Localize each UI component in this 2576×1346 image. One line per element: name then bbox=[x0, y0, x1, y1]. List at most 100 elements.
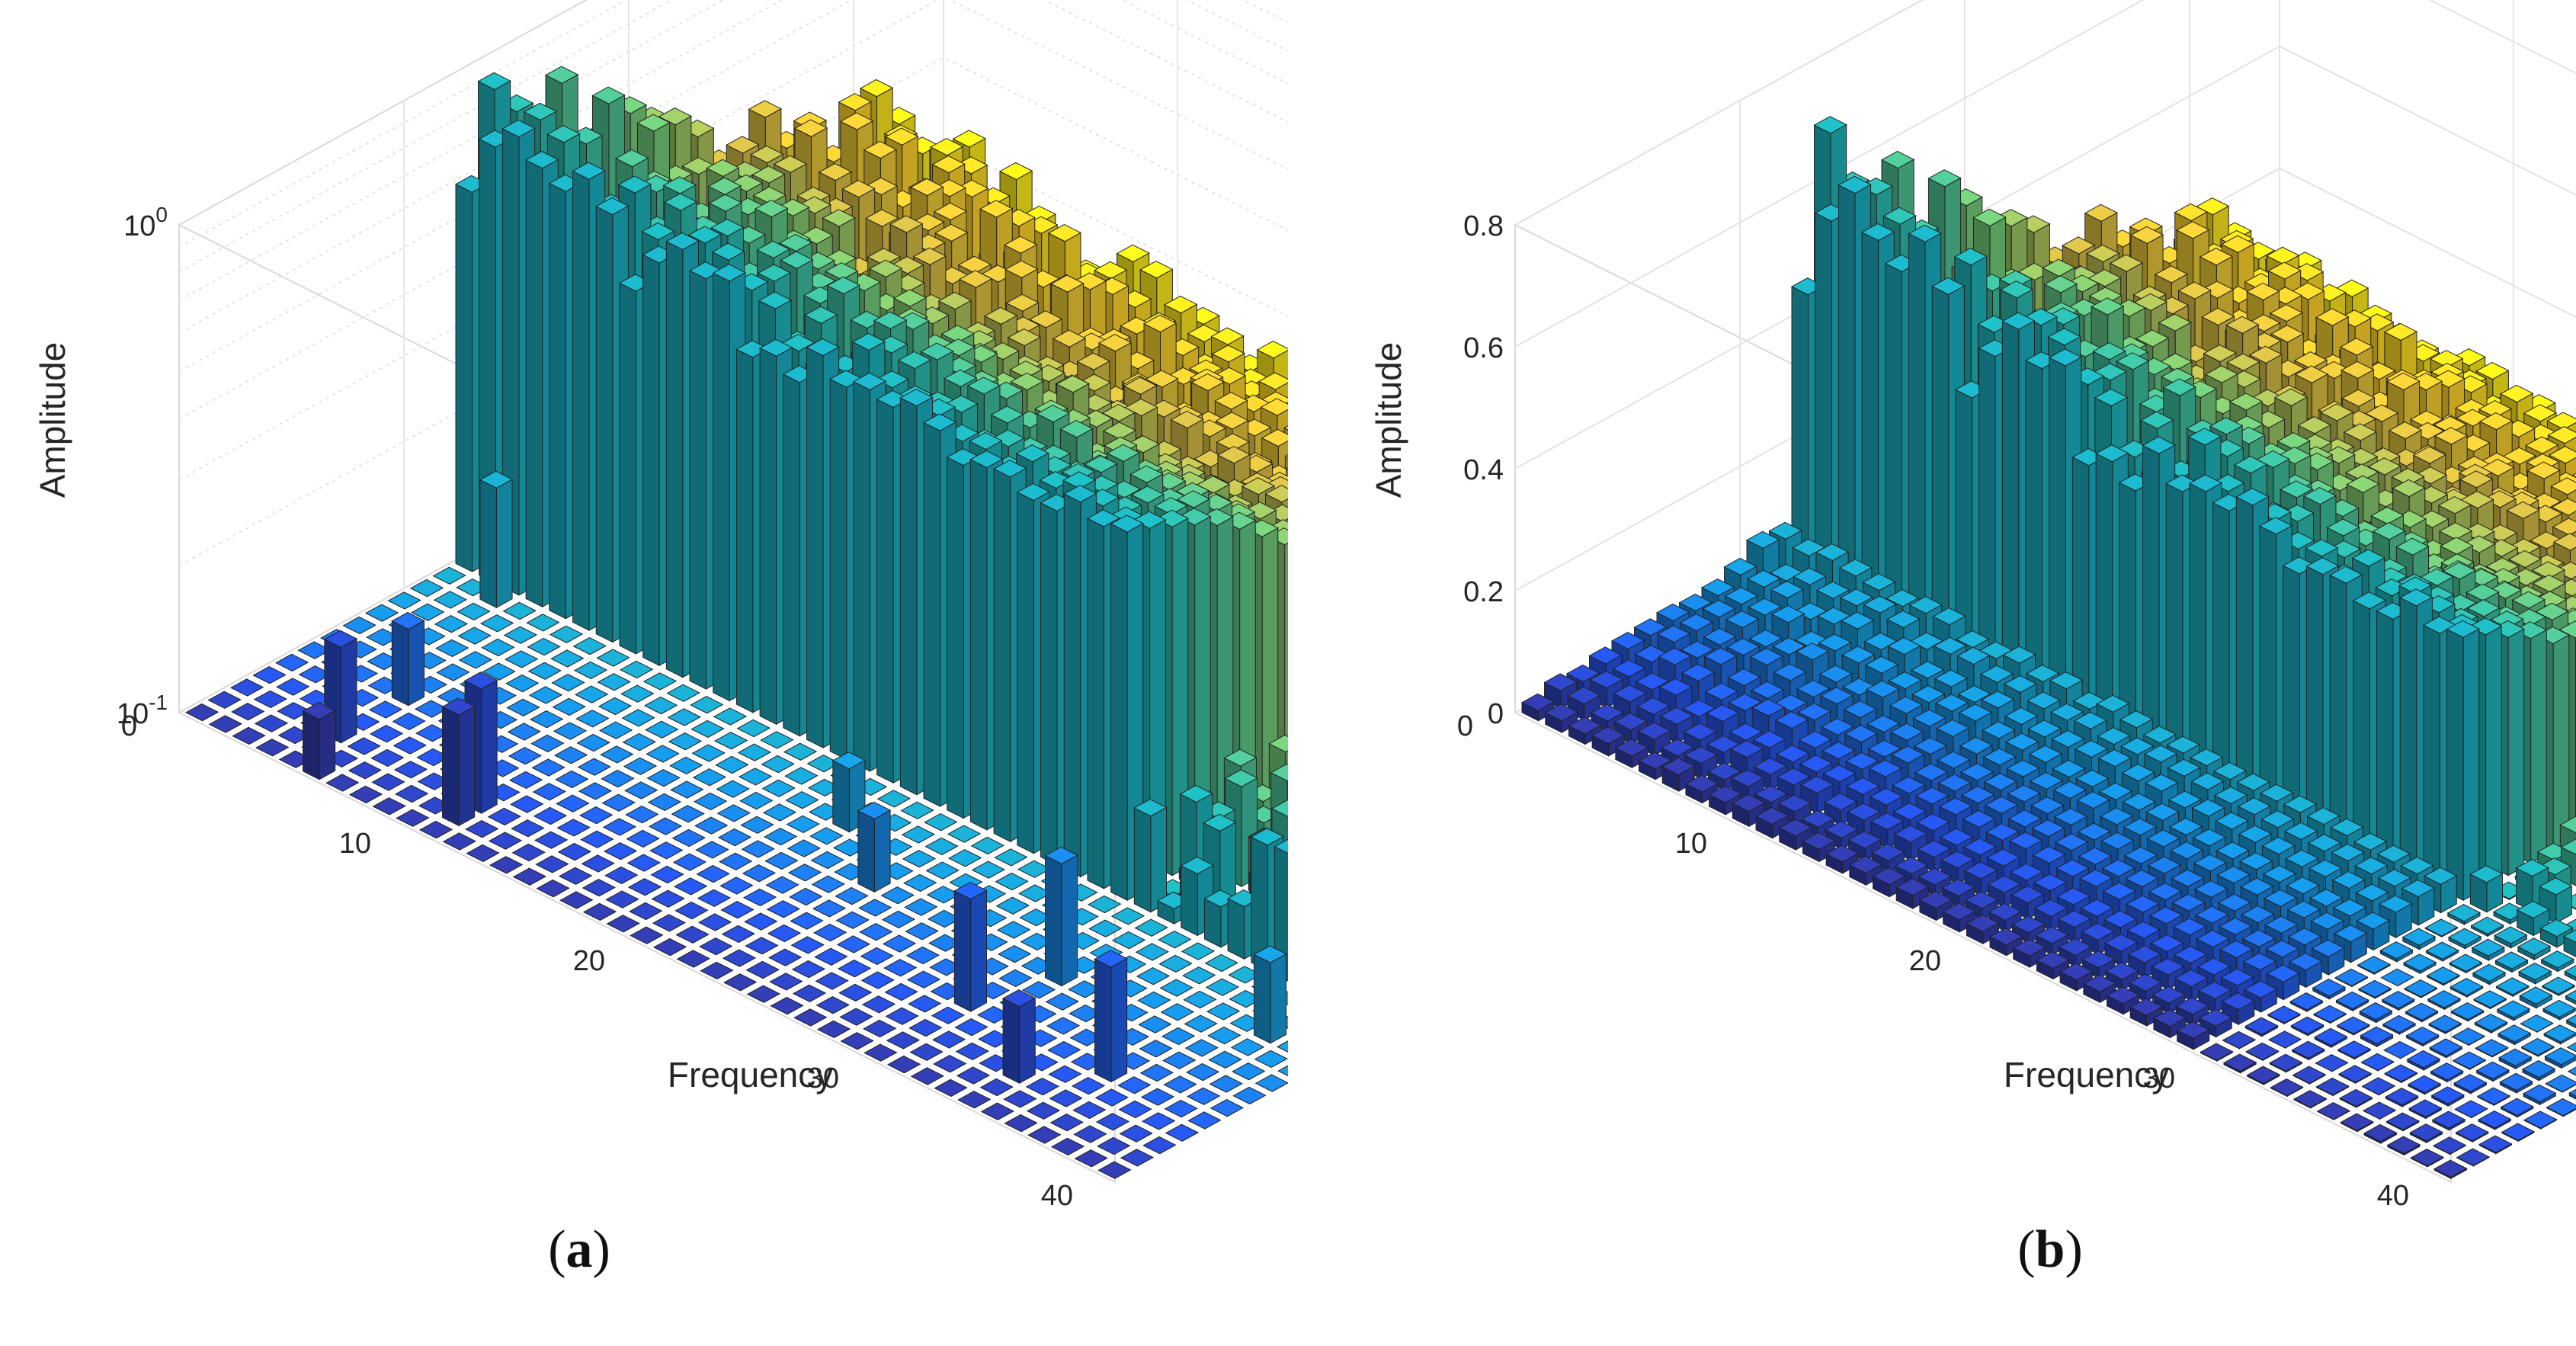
bar bbox=[1205, 978, 1240, 996]
bar bbox=[719, 852, 753, 870]
bar-face-top bbox=[1134, 918, 1168, 937]
bar-face-top bbox=[1003, 236, 1038, 254]
bar-face-side bbox=[832, 760, 850, 833]
bar bbox=[925, 861, 960, 880]
bar-face-top bbox=[348, 761, 382, 780]
bar-face-top bbox=[957, 255, 992, 274]
bar bbox=[508, 746, 543, 765]
bar-face-top bbox=[601, 769, 635, 788]
bar-face-top bbox=[601, 793, 636, 812]
bar-face-top bbox=[1135, 943, 1169, 961]
bar bbox=[998, 944, 1032, 963]
bar-face-top bbox=[1214, 392, 1248, 410]
bar-face-top bbox=[867, 248, 901, 266]
bar bbox=[510, 795, 544, 813]
bar-face-top bbox=[617, 175, 652, 194]
bar bbox=[458, 651, 493, 669]
bar bbox=[441, 697, 476, 827]
bar bbox=[347, 737, 381, 755]
bar-face-top bbox=[1093, 261, 1128, 280]
bar bbox=[742, 888, 777, 907]
bar bbox=[511, 819, 545, 838]
bar bbox=[861, 995, 896, 1014]
bar bbox=[835, 886, 869, 905]
bar-face-side bbox=[442, 706, 460, 827]
bar-face-top bbox=[556, 819, 591, 837]
bar-face-top bbox=[535, 855, 569, 873]
bar-face-top bbox=[603, 841, 638, 860]
bar-face-top bbox=[573, 661, 608, 680]
bar-face-top bbox=[1004, 260, 1039, 278]
bar-face-top bbox=[1123, 377, 1158, 395]
bar-face-top bbox=[745, 937, 779, 955]
grid-line-z bbox=[178, 0, 1288, 302]
bar-face-top bbox=[1261, 428, 1288, 447]
bar bbox=[716, 780, 750, 798]
bar-face-top bbox=[253, 690, 287, 709]
bar bbox=[208, 715, 242, 733]
bar bbox=[207, 691, 242, 709]
grid-line-z bbox=[178, 0, 1288, 373]
bar bbox=[526, 614, 560, 632]
bar bbox=[533, 806, 568, 825]
bar-face-top bbox=[615, 149, 649, 168]
bar bbox=[1136, 966, 1171, 985]
bar-face-front bbox=[458, 705, 476, 827]
bar-face-side bbox=[665, 241, 684, 678]
bar-face-top bbox=[557, 842, 592, 861]
bar bbox=[740, 816, 774, 834]
bar3d-chart-a: 01020304010203010-1100FrequencyChannels … bbox=[33, 0, 1288, 1212]
bar bbox=[620, 684, 655, 703]
bar bbox=[717, 828, 752, 847]
bar bbox=[785, 790, 819, 809]
bar bbox=[815, 972, 849, 990]
grid-line-z bbox=[178, 143, 1288, 567]
bar-face-top bbox=[836, 935, 871, 953]
bar-face-top bbox=[791, 960, 826, 979]
bar-face-top bbox=[652, 914, 687, 932]
bar-face-top bbox=[840, 112, 874, 130]
bar bbox=[391, 611, 425, 707]
bar-face-top bbox=[971, 860, 1006, 879]
bar bbox=[739, 791, 774, 810]
bar bbox=[1159, 979, 1193, 997]
bar bbox=[409, 578, 444, 598]
bar bbox=[302, 702, 336, 780]
bar-face-side bbox=[993, 468, 1011, 843]
bar-face-top bbox=[815, 995, 850, 1014]
bar bbox=[792, 984, 827, 1002]
grid-line-z bbox=[178, 0, 1288, 420]
bar-face-top bbox=[1102, 421, 1137, 440]
bar-face-top bbox=[595, 197, 630, 216]
bar-face-top bbox=[1088, 919, 1123, 937]
bar bbox=[579, 806, 614, 825]
bar bbox=[575, 685, 609, 703]
bar-face-top bbox=[530, 734, 565, 753]
bar-face-top bbox=[881, 910, 916, 929]
bar bbox=[762, 803, 797, 822]
bar bbox=[479, 470, 514, 608]
bar bbox=[598, 721, 633, 739]
bar bbox=[1158, 954, 1193, 973]
bar bbox=[480, 614, 514, 633]
bar bbox=[720, 900, 755, 919]
bar bbox=[674, 877, 708, 896]
bar bbox=[626, 829, 660, 848]
bar-face-top bbox=[690, 719, 725, 739]
bar-face-top bbox=[762, 803, 797, 822]
bar-face-top bbox=[598, 721, 633, 739]
bar-face-side bbox=[969, 459, 988, 831]
bar-face-top bbox=[527, 662, 562, 680]
bar bbox=[1134, 918, 1168, 937]
bar-face-front bbox=[1061, 854, 1078, 987]
bar bbox=[550, 649, 585, 668]
bar bbox=[905, 922, 939, 941]
bar-face-top bbox=[392, 712, 426, 731]
chart-panel-a: 01020304010203010-1100FrequencyChannels … bbox=[33, 0, 1288, 1279]
bar bbox=[1111, 931, 1146, 950]
bar-face-top bbox=[998, 969, 1033, 988]
bar-face-top bbox=[789, 887, 823, 906]
bar bbox=[436, 663, 470, 681]
bar-face-top bbox=[755, 199, 789, 218]
bar-face-side bbox=[642, 254, 660, 667]
